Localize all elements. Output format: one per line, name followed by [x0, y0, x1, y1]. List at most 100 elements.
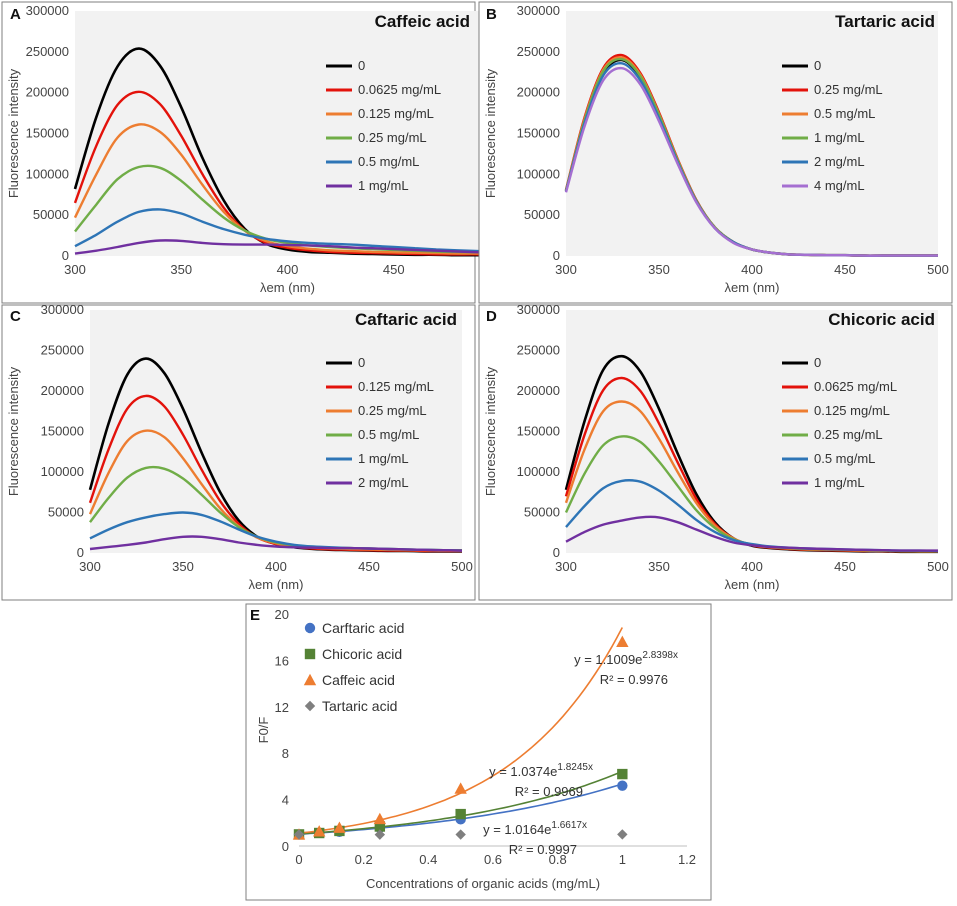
x-tick-label: 350: [170, 262, 192, 277]
y-tick-label: 100000: [41, 464, 84, 479]
legend-marker-carftaric-acid: [304, 622, 316, 634]
legend-label-0-5-mg-ml: 0.5 mg/mL: [814, 451, 875, 466]
panel-e: 0 4 8 12 16 20 0 0.2 0.4 0.6 0.8 1 1.2 Concentrations…: [245, 603, 712, 901]
fit-equation-chicoric-acid: y = 1.0374e1.8245x: [489, 762, 593, 779]
equation-exponent: 1.6617x: [551, 820, 587, 831]
data-point-tartaric-acid: [455, 829, 466, 840]
x-tick-label: 0.6: [484, 852, 502, 867]
y-tick-label: 300000: [517, 3, 560, 18]
panel-title: Caftaric acid: [355, 310, 457, 329]
y-tick-label: 150000: [517, 126, 560, 141]
equation-base: y = 1.0374e: [489, 764, 557, 779]
legend-label-1-mg-ml: 1 mg/mL: [814, 475, 865, 490]
y-tick-label: 200000: [26, 85, 69, 100]
legend-label-1-mg-ml: 1 mg/mL: [358, 451, 409, 466]
data-point-caffeic-acid: [454, 782, 467, 794]
panel-b: 0 50000 100000 150000 200000 250000 300000 300 3…: [478, 1, 953, 304]
legend-label-0-5-mg-ml: 0.5 mg/mL: [358, 427, 419, 442]
panel-letter: A: [10, 6, 21, 23]
x-tick-label: 0: [295, 852, 302, 867]
y-axis-title: Fluorescence intensity: [6, 366, 21, 496]
legend-label-chicoric-acid: Chicoric acid: [322, 646, 402, 662]
y-tick-label: 12: [275, 700, 289, 715]
legend-label-1-mg-ml: 1 mg/mL: [358, 178, 409, 193]
x-tick-label: 350: [648, 559, 670, 574]
x-tick-label: 350: [172, 559, 194, 574]
y-tick-label: 250000: [26, 44, 69, 59]
fit-r2-caffeic-acid: R² = 0.9976: [600, 672, 668, 687]
data-point-chicoric-acid: [374, 821, 386, 832]
panel-a: 0 50000 100000 150000 200000 250000 300000 300 3…: [1, 1, 511, 304]
series-line-1-mg-ml: [565, 515, 938, 552]
x-tick-label: 1: [619, 852, 626, 867]
x-tick-label: 1.2: [678, 852, 696, 867]
legend-label-tartaric-acid: Tartaric acid: [322, 698, 397, 714]
data-point-carftaric-acid: [617, 780, 628, 791]
panel-frame: [245, 603, 712, 901]
legend-label-0-25-mg-ml: 0.25 mg/mL: [814, 82, 883, 97]
y-tick-label: 0: [553, 545, 560, 560]
panel-title: Chicoric acid: [828, 310, 935, 329]
y-tick-label: 100000: [517, 166, 560, 181]
x-tick-label: 450: [834, 262, 856, 277]
legend-label-0: 0: [814, 58, 821, 73]
x-tick-label: 400: [277, 262, 299, 277]
legend-label-0-125-mg-ml: 0.125 mg/mL: [358, 379, 434, 394]
legend-label-2-mg-ml: 2 mg/mL: [358, 475, 409, 490]
y-tick-label: 0: [282, 839, 289, 854]
legend-marker-tartaric-acid: [304, 700, 316, 712]
x-axis-title: λem (nm): [260, 280, 315, 295]
panel-title: Caffeic acid: [375, 12, 470, 31]
series-line-4-mg-ml: [564, 66, 938, 257]
x-axis-title: λem (nm): [249, 577, 304, 592]
y-axis-title: Fluorescence intensity: [483, 68, 498, 198]
x-tick-label: 350: [648, 262, 670, 277]
panel-title: Tartaric acid: [835, 12, 935, 31]
y-tick-label: 100000: [26, 166, 69, 181]
x-tick-label: 500: [927, 262, 949, 277]
legend-label-0-25-mg-ml: 0.25 mg/mL: [358, 130, 427, 145]
legend-label-0: 0: [358, 58, 365, 73]
x-tick-label: 0.4: [419, 852, 437, 867]
y-tick-label: 100000: [517, 464, 560, 479]
x-tick-label: 500: [451, 559, 473, 574]
data-point-caffeic-acid: [616, 635, 629, 648]
x-tick-label: 0.2: [355, 852, 373, 867]
y-tick-label: 16: [275, 653, 289, 668]
legend-label-4-mg-ml: 4 mg/mL: [814, 178, 865, 193]
x-tick-label: 400: [741, 559, 763, 574]
y-tick-label: 300000: [517, 302, 560, 317]
panel-letter: E: [250, 607, 260, 624]
legend-label-carftaric-acid: Carftaric acid: [322, 620, 404, 636]
x-axis-title: Concentrations of organic acids (mg/mL): [366, 876, 600, 891]
legend-label-0-125-mg-ml: 0.125 mg/mL: [814, 403, 890, 418]
equation-exponent: 1.8245x: [557, 762, 593, 773]
x-tick-label: 400: [265, 559, 287, 574]
x-tick-label: 300: [555, 559, 577, 574]
legend-label-0-25-mg-ml: 0.25 mg/mL: [814, 427, 883, 442]
equation-exponent: 2.8398x: [642, 650, 678, 661]
y-tick-label: 0: [77, 545, 84, 560]
fit-equation-caffeic-acid: y = 1.1009e2.8398x: [574, 650, 678, 667]
y-tick-label: 150000: [517, 424, 560, 439]
y-tick-label: 250000: [517, 343, 560, 358]
legend-label-0-125-mg-ml: 0.125 mg/mL: [358, 106, 434, 121]
x-axis-title: λem (nm): [725, 577, 780, 592]
data-point-tartaric-acid: [374, 829, 386, 840]
y-axis-title: Fluorescence intensity: [483, 366, 498, 496]
legend-label-1-mg-ml: 1 mg/mL: [814, 130, 865, 145]
y-tick-label: 250000: [41, 343, 84, 358]
fit-r2-carftaric-acid: R² = 0.9997: [509, 842, 577, 857]
x-tick-label: 450: [834, 559, 856, 574]
x-tick-label: 300: [64, 262, 86, 277]
y-tick-label: 8: [282, 746, 289, 761]
series-line-0-0625-mg-ml: [73, 90, 501, 256]
y-tick-label: 150000: [26, 126, 69, 141]
series-line-2-mg-ml: [89, 535, 463, 552]
y-tick-label: 200000: [517, 85, 560, 100]
legend-label-0: 0: [814, 355, 821, 370]
y-tick-label: 20: [275, 607, 289, 622]
legend-label-0-5-mg-ml: 0.5 mg/mL: [358, 154, 419, 169]
y-tick-label: 200000: [41, 383, 84, 398]
x-tick-label: 500: [927, 559, 949, 574]
